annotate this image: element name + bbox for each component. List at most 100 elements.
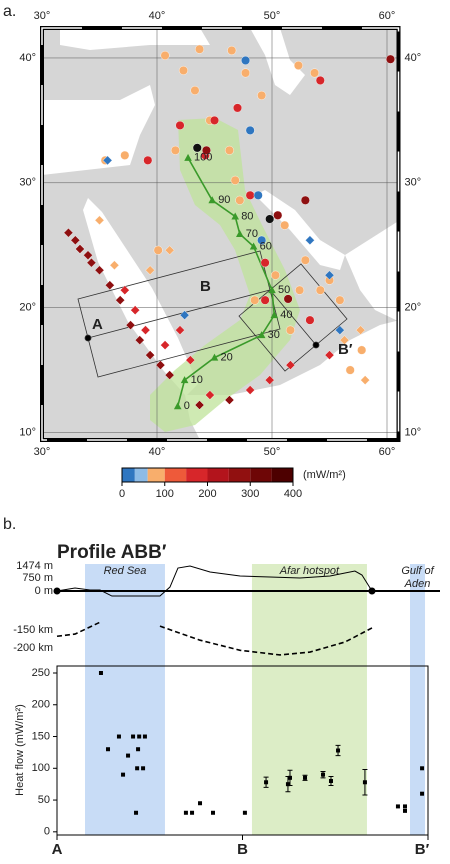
heat-flow-site bbox=[224, 145, 234, 155]
profile-end bbox=[84, 334, 92, 342]
heat-flow-site bbox=[300, 195, 310, 205]
map-base bbox=[42, 28, 399, 440]
track-age: 30 bbox=[268, 329, 280, 341]
heat-flow-site bbox=[335, 295, 345, 305]
heat-flow-site bbox=[245, 385, 255, 395]
heat-flow-site bbox=[300, 255, 310, 265]
y-tick-label: 250 bbox=[32, 667, 50, 679]
heat-flow-site bbox=[190, 85, 200, 95]
track-age: 60 bbox=[260, 240, 272, 252]
track-point bbox=[249, 242, 258, 250]
heat-flow-site bbox=[130, 305, 140, 315]
regions bbox=[85, 564, 426, 835]
heat-flow-site bbox=[285, 325, 295, 335]
x-tick-label: 30° bbox=[34, 10, 51, 22]
heat-flow-site bbox=[205, 390, 215, 400]
heat-flow-site bbox=[241, 55, 251, 65]
colorbar-segment bbox=[250, 468, 272, 482]
heat-flow-site bbox=[339, 335, 350, 345]
heat-flow-site bbox=[305, 235, 315, 246]
colorbar-segment bbox=[134, 468, 148, 482]
region-label: Gulf of Aden bbox=[401, 565, 434, 590]
profile-box bbox=[77, 250, 281, 378]
heat-flow-site bbox=[232, 103, 242, 113]
heat-flow-point bbox=[141, 766, 146, 771]
heat-flow-site bbox=[75, 244, 85, 254]
track-point bbox=[257, 331, 266, 339]
heat-flow-site bbox=[235, 195, 245, 205]
heat-flow-site bbox=[227, 45, 237, 55]
heat-flow-site bbox=[260, 258, 270, 268]
heat-flow-site bbox=[270, 270, 280, 280]
heat-flow-site bbox=[120, 150, 130, 160]
lithosphere-line bbox=[56, 621, 373, 656]
heat-flow-point bbox=[402, 804, 407, 809]
region-label-line: Red Sea bbox=[104, 565, 147, 577]
heat-flow-point bbox=[137, 734, 142, 739]
y-tick-label: 40° bbox=[405, 52, 422, 64]
colorbar-tick-label: 100 bbox=[156, 488, 174, 500]
colorbar-segment bbox=[147, 468, 165, 482]
heat-flow-site bbox=[260, 295, 270, 305]
track-age: 70 bbox=[246, 228, 258, 240]
sea bbox=[185, 320, 399, 440]
heat-flow-site bbox=[102, 155, 113, 166]
x-tick-label: 60° bbox=[379, 10, 396, 22]
y-tick-label: 30° bbox=[405, 177, 422, 189]
heat-flow-site bbox=[280, 220, 290, 230]
heat-flow-point bbox=[98, 670, 103, 675]
heat-flow-site bbox=[143, 155, 153, 165]
heat-flow-point bbox=[198, 801, 203, 806]
x-tick-label: 50° bbox=[264, 446, 281, 458]
profile-label: A bbox=[92, 316, 103, 333]
heat-flow-site bbox=[178, 65, 188, 75]
sea bbox=[255, 190, 345, 270]
heat-flow-site bbox=[145, 265, 155, 275]
region bbox=[85, 564, 165, 835]
heat-flow-point bbox=[287, 775, 292, 780]
x-tick-label: A bbox=[52, 841, 63, 858]
heat-flow-point bbox=[328, 778, 333, 783]
track-age: 20 bbox=[221, 352, 233, 364]
heat-flow-point bbox=[183, 810, 188, 815]
heat-flow-site bbox=[224, 395, 235, 405]
y-tick-label: 30° bbox=[19, 177, 36, 189]
track-point bbox=[268, 286, 276, 294]
heat-flow-point bbox=[420, 791, 425, 796]
colorbar-tick-label: 200 bbox=[198, 488, 216, 500]
x-tick-label: 40° bbox=[149, 446, 166, 458]
heat-flow-site bbox=[245, 190, 255, 200]
heat-flow-site bbox=[155, 360, 166, 370]
track-age: 50 bbox=[278, 284, 290, 296]
heat-flow-point bbox=[285, 782, 290, 787]
profile-label: B bbox=[200, 278, 211, 295]
track-point bbox=[208, 196, 216, 204]
heat-flow-point bbox=[395, 804, 400, 809]
y-tick-label: 100 bbox=[32, 762, 50, 774]
track-age: 10 bbox=[191, 374, 203, 386]
track-point bbox=[236, 230, 244, 237]
heat-flow-site bbox=[230, 175, 240, 185]
y-tick-label: -150 km bbox=[13, 624, 53, 636]
heat-flow-site bbox=[245, 125, 255, 135]
heat-flow-site bbox=[192, 143, 202, 153]
y-tick-label: 0 bbox=[44, 826, 50, 838]
heat-flow-site bbox=[293, 60, 303, 70]
heat-flow-point bbox=[321, 772, 326, 777]
profile-end bbox=[53, 587, 61, 595]
y-tick-label: 20° bbox=[405, 302, 422, 314]
profile-box bbox=[238, 263, 348, 372]
heat-flow-point bbox=[142, 734, 147, 739]
heat-flow-site bbox=[70, 235, 81, 246]
colorbar-label: (mW/m²) bbox=[303, 469, 346, 481]
heat-flow-site bbox=[250, 295, 260, 305]
heat-flow-site bbox=[385, 54, 395, 64]
heat-flow-point bbox=[134, 810, 139, 815]
heat-flow-site bbox=[265, 214, 275, 224]
sea bbox=[250, 28, 305, 95]
heat-flow-point bbox=[136, 747, 141, 752]
heat-flow-point bbox=[135, 766, 140, 771]
y-tick-label: 50 bbox=[38, 794, 50, 806]
colorbar-segment bbox=[271, 468, 293, 482]
